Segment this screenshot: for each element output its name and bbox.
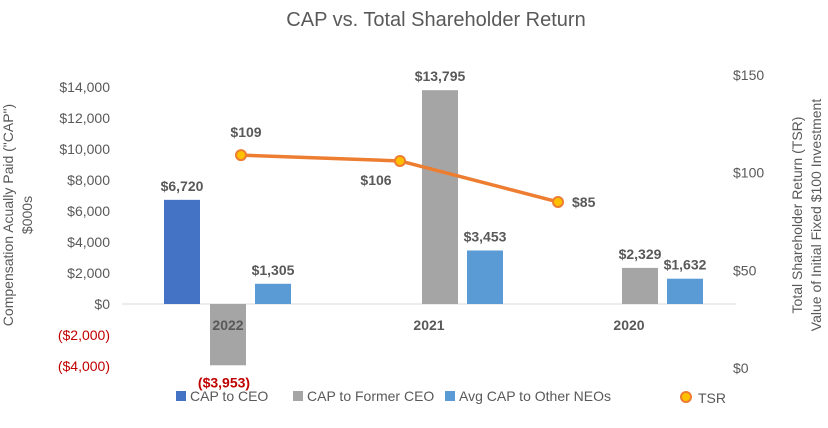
legend-swatch	[293, 391, 303, 401]
legend-label: Avg CAP to Other NEOs	[459, 388, 611, 404]
y-tick-label: $8,000	[67, 172, 110, 188]
bar	[164, 199, 200, 304]
y-axis-ticks: ($4,000) ($2,000) $0 $2,000 $4,000 $6,000 $8,0…	[58, 79, 110, 374]
tsr-data-label: $109	[230, 124, 261, 140]
legend-item: TSR	[680, 390, 726, 406]
legend-item: Avg CAP to Other NEOs	[445, 388, 611, 404]
bar-data-label: $2,329	[619, 246, 662, 262]
tsr-point	[235, 149, 247, 162]
y-tick-label: $10,000	[59, 141, 110, 157]
y-tick-label: ($2,000)	[58, 327, 110, 343]
category-label: 2020	[613, 317, 644, 333]
y-tick-label: ($4,000)	[58, 358, 110, 374]
y-axis-title: Compensation Acually Paid ("CAP") $000s	[0, 104, 35, 326]
bar-data-label: ($3,953)	[198, 374, 250, 390]
secondary-tick-label: $50	[733, 262, 757, 278]
chart-title: CAP vs. Total Shareholder Return	[286, 9, 585, 31]
legend-swatch	[445, 391, 455, 401]
secondary-tick-label: $0	[733, 360, 749, 376]
category-label: 2021	[413, 317, 444, 333]
legend-label: CAP to Former CEO	[307, 388, 434, 404]
bar-data-label: $3,453	[464, 228, 507, 244]
bar	[422, 90, 458, 305]
tsr-point	[394, 154, 406, 167]
bar-data-label: $1,632	[664, 257, 707, 273]
legend-item: CAP to Former CEO	[293, 388, 434, 404]
legend-item: CAP to CEO	[176, 388, 268, 404]
legend-swatch	[680, 391, 692, 403]
legend-label: CAP to CEO	[190, 388, 268, 404]
bar-data-label: $13,795	[415, 68, 466, 84]
bar	[255, 283, 291, 304]
legend: CAP to CEO CAP to Former CEO Avg CAP to Ot…	[176, 388, 726, 406]
y-tick-label: $12,000	[59, 110, 110, 126]
bar	[667, 278, 703, 304]
secondary-tick-label: $100	[733, 165, 764, 181]
secondary-axis-title-line-2: Value of Initial Fixed $100 Investment	[808, 99, 824, 332]
bar	[210, 304, 246, 366]
tsr-point	[552, 195, 564, 208]
y-axis-title-line-1: Compensation Acually Paid ("CAP")	[0, 104, 16, 326]
tsr-line-series: $109 $106 $85	[230, 124, 595, 210]
secondary-axis-title: Total Shareholder Return (TSR) Value of …	[789, 99, 824, 332]
bar	[622, 267, 658, 304]
y-tick-label: $2,000	[67, 265, 110, 281]
tsr-data-label: $85	[572, 194, 596, 210]
y-tick-label: $14,000	[59, 79, 110, 95]
secondary-tick-label: $150	[733, 67, 764, 83]
tsr-data-label: $106	[360, 172, 391, 188]
secondary-axis-title-line-1: Total Shareholder Return (TSR)	[789, 117, 805, 314]
category-label: 2022	[212, 317, 243, 333]
y-tick-label: $0	[94, 296, 110, 312]
bar-data-label: $6,720	[161, 178, 204, 194]
y-axis-title-line-2: $000s	[19, 196, 35, 234]
y-tick-label: $4,000	[67, 234, 110, 250]
bar-data-label: $1,305	[252, 262, 295, 278]
legend-swatch	[176, 391, 186, 401]
legend-label: TSR	[698, 390, 726, 406]
y-tick-label: $6,000	[67, 203, 110, 219]
secondary-axis-ticks: $0 $50 $100 $150	[733, 67, 764, 376]
bar	[467, 250, 503, 304]
category-labels: 2022 2021 2020	[212, 317, 644, 333]
bar-series	[164, 90, 703, 366]
bar-data-labels: $6,720 ($3,953) $13,795 $2,329 $1,305 $3,453 $…	[161, 68, 707, 390]
